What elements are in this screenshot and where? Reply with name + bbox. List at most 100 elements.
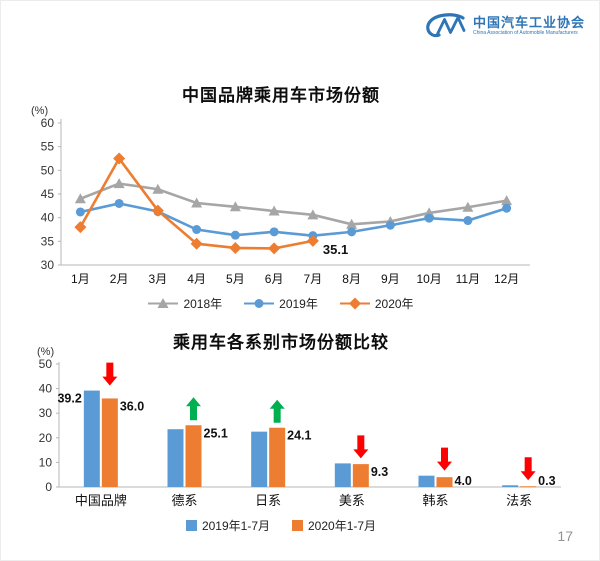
marker-triangle — [501, 195, 513, 206]
bar — [269, 427, 286, 487]
legend-label: 2020年1-7月 — [308, 519, 377, 533]
trend-arrow-down-icon — [437, 447, 452, 471]
line-chart-title: 中国品牌乘用车市场份额 — [182, 86, 380, 105]
legend-item: 2020年1-7月 — [292, 517, 376, 534]
bar — [334, 463, 351, 487]
bar — [83, 390, 100, 487]
x-tick-label: 韩系 — [422, 493, 448, 508]
bar-chart-legend: 2019年1-7月 2020年1-7月 — [1, 517, 561, 534]
marker-diamond — [268, 242, 281, 255]
data-label: 24.1 — [287, 429, 311, 443]
marker-diamond — [348, 297, 361, 310]
data-label: 39.2 — [57, 392, 81, 406]
legend-label: 2019年1-7月 — [201, 519, 270, 533]
marker-triangle — [113, 178, 125, 189]
marker-circle — [347, 227, 357, 237]
data-label: 4.0 — [455, 474, 472, 488]
legend-item: 2018年 — [148, 295, 222, 312]
marker-circle — [114, 198, 124, 208]
x-tick-label: 美系 — [339, 493, 365, 508]
marker-circle — [385, 220, 395, 230]
trend-arrow-up-icon — [269, 399, 285, 423]
marker-triangle — [268, 205, 280, 216]
legend-item: 2019年1-7月 — [185, 517, 270, 534]
bar-chart-title: 乘用车各系别市场份额比较 — [173, 333, 389, 352]
y-tick-label: 40 — [41, 211, 55, 225]
line-chart-legend: 2018年 2019年 2020年 — [1, 295, 561, 312]
marker-circle — [424, 213, 434, 223]
x-tick-label: 6月 — [265, 272, 284, 286]
marker-circle — [254, 299, 264, 308]
bar — [185, 425, 202, 487]
bar — [167, 429, 184, 487]
line-chart: 30 35 40 45 50 55 60 1月 2月 3月 4月 5月 6月 7月 8月 9月 10月 11月 12… — [41, 117, 530, 286]
trend-arrow-down-icon — [520, 457, 536, 481]
trend-arrow-down-icon — [353, 435, 369, 459]
x-tick-label: 12月 — [494, 272, 519, 286]
y-tick-label: 40 — [39, 382, 53, 396]
x-tick-label: 日系 — [255, 493, 281, 508]
data-label: 35.1 — [323, 242, 348, 257]
x-tick-label: 5月 — [226, 272, 245, 286]
marker-triangle — [229, 201, 241, 212]
y-tick-label: 60 — [41, 117, 55, 130]
caam-logo: 中国汽车工业协会 China Association of Automobile… — [423, 11, 585, 41]
bar — [520, 486, 537, 488]
legend-label: 2020年 — [374, 297, 414, 311]
legend-marker-icon — [244, 299, 275, 308]
x-tick-label: 法系 — [506, 493, 532, 508]
legend-swatch-icon — [185, 520, 197, 531]
marker-triangle — [307, 209, 319, 220]
x-tick-label: 4月 — [187, 272, 206, 286]
x-tick-label: 1月 — [71, 272, 90, 286]
marker-circle — [463, 216, 473, 226]
data-label: 0.3 — [538, 474, 555, 488]
x-tick-label: 3月 — [149, 272, 168, 286]
marker-diamond — [151, 204, 164, 217]
marker-triangle — [191, 197, 203, 208]
bar — [436, 477, 453, 487]
marker-diamond — [113, 152, 126, 165]
marker-diamond — [74, 221, 87, 234]
data-label: 9.3 — [371, 465, 388, 479]
y-tick-label: 20 — [39, 431, 53, 445]
x-tick-label: 7月 — [304, 272, 323, 286]
marker-diamond — [190, 237, 203, 250]
marker-triangle — [157, 298, 169, 308]
bar-chart-y-unit: (%) — [37, 346, 55, 358]
bar-chart: 0 10 20 30 40 50 中国品牌 39.2 36.0 德系 25.1 日系 24.1 美系 9.3… — [39, 359, 561, 508]
marker-triangle — [462, 201, 474, 212]
trend-arrow-up-icon — [186, 397, 201, 421]
marker-circle — [269, 227, 279, 237]
marker-diamond — [306, 234, 319, 247]
marker-triangle — [346, 218, 358, 229]
bar — [418, 475, 435, 487]
x-tick-label: 9月 — [381, 272, 400, 286]
page-number: 17 — [557, 528, 573, 544]
y-tick-label: 0 — [45, 480, 52, 494]
marker-diamond — [229, 241, 242, 254]
x-tick-label: 11月 — [456, 272, 480, 286]
line-chart-y-unit: (%) — [31, 105, 49, 117]
marker-circle — [230, 230, 240, 240]
legend-label: 2019年 — [279, 297, 318, 311]
bar — [101, 398, 118, 487]
x-tick-label: 2月 — [110, 272, 129, 286]
y-tick-label: 50 — [39, 359, 53, 371]
legend-swatch-icon — [292, 520, 303, 531]
marker-circle — [75, 207, 85, 217]
y-tick-label: 55 — [41, 140, 55, 154]
y-tick-label: 45 — [41, 187, 55, 201]
marker-circle — [192, 225, 202, 234]
y-tick-label: 10 — [39, 455, 53, 469]
marker-triangle — [152, 183, 164, 194]
y-tick-label: 30 — [41, 258, 55, 272]
y-tick-label: 50 — [41, 163, 55, 177]
logo-org-name: 中国汽车工业协会 — [472, 14, 585, 30]
legend-marker-icon — [339, 297, 370, 310]
x-tick-label: 10月 — [416, 272, 441, 286]
caam-logo-text: 中国汽车工业协会 China Association of Automobile… — [472, 14, 585, 37]
data-label: 25.1 — [204, 426, 228, 440]
y-tick-label: 35 — [41, 234, 55, 248]
